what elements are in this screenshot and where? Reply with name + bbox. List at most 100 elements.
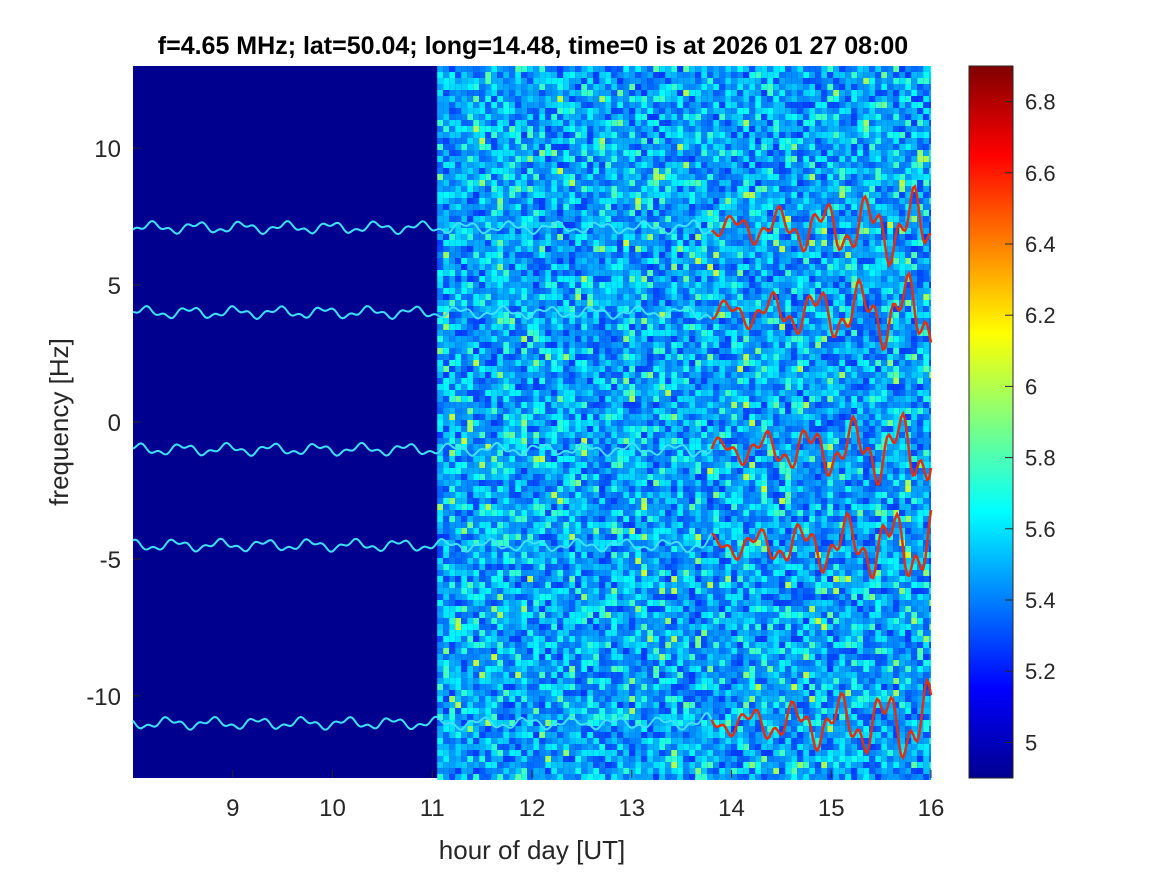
heatmap-cell <box>545 162 552 168</box>
heatmap-cell <box>461 198 468 204</box>
heatmap-cell <box>653 300 660 306</box>
heatmap-cell <box>467 588 474 594</box>
heatmap-cell <box>593 540 600 546</box>
heatmap-cell <box>533 588 540 594</box>
heatmap-cell <box>617 444 624 450</box>
heatmap-cell <box>659 360 666 366</box>
heatmap-cell <box>515 660 522 666</box>
heatmap-cell <box>635 72 642 78</box>
heatmap-cell <box>479 246 486 252</box>
heatmap-cell <box>557 420 564 426</box>
heatmap-cell <box>599 666 606 672</box>
heatmap-cell <box>491 732 498 738</box>
heatmap-cell <box>593 84 600 90</box>
heatmap-cell <box>575 498 582 504</box>
heatmap-cell <box>623 258 630 264</box>
heatmap-cell <box>575 216 582 222</box>
heatmap-cell <box>677 258 684 264</box>
heatmap-cell <box>659 288 666 294</box>
heatmap-cell <box>437 372 444 378</box>
heatmap-cell <box>635 738 642 744</box>
heatmap-cell <box>533 456 540 462</box>
heatmap-cell <box>647 618 654 624</box>
heatmap-cell <box>671 450 678 456</box>
heatmap-cell <box>557 300 564 306</box>
heatmap-cell <box>581 288 588 294</box>
heatmap-cell <box>563 138 570 144</box>
heatmap-cell <box>569 600 576 606</box>
heatmap-cell <box>515 744 522 750</box>
heatmap-cell <box>611 564 618 570</box>
heatmap-cell <box>551 288 558 294</box>
heatmap-cell <box>491 654 498 660</box>
heatmap-cell <box>455 630 462 636</box>
heatmap-cell <box>653 444 660 450</box>
heatmap-cell <box>473 276 480 282</box>
heatmap-cell <box>587 696 594 702</box>
heatmap-cell <box>443 528 450 534</box>
heatmap-cell <box>623 666 630 672</box>
heatmap-cell <box>677 642 684 648</box>
heatmap-cell <box>521 234 528 240</box>
heatmap-cell <box>515 186 522 192</box>
heatmap-cell <box>587 492 594 498</box>
heatmap-cell <box>659 456 666 462</box>
heatmap-cell <box>467 540 474 546</box>
heatmap-cell <box>467 636 474 642</box>
heatmap-cell <box>521 150 528 156</box>
heatmap-cell <box>485 528 492 534</box>
heatmap-cell <box>503 732 510 738</box>
heatmap-cell <box>575 450 582 456</box>
heatmap-cell <box>521 312 528 318</box>
heatmap-cell <box>593 114 600 120</box>
heatmap-cell <box>605 744 612 750</box>
heatmap-cell <box>545 348 552 354</box>
heatmap-cell <box>527 546 534 552</box>
heatmap-cell <box>575 426 582 432</box>
heatmap-cell <box>611 372 618 378</box>
heatmap-cell <box>509 648 516 654</box>
heatmap-cell <box>665 564 672 570</box>
heatmap-cell <box>527 510 534 516</box>
heatmap-cell <box>455 396 462 402</box>
heatmap-cell <box>581 162 588 168</box>
heatmap-cell <box>539 258 546 264</box>
heatmap-cell <box>551 528 558 534</box>
heatmap-cell <box>641 396 648 402</box>
heatmap-cell <box>635 324 642 330</box>
heatmap-cell <box>635 246 642 252</box>
heatmap-cell <box>515 360 522 366</box>
heatmap-cell <box>491 96 498 102</box>
heatmap-cell <box>563 678 570 684</box>
heatmap-cell <box>647 522 654 528</box>
heatmap-cell <box>575 432 582 438</box>
heatmap-cell <box>557 144 564 150</box>
heatmap-cell <box>437 588 444 594</box>
heatmap-cell <box>521 666 528 672</box>
heatmap-cell <box>605 246 612 252</box>
heatmap-cell <box>461 372 468 378</box>
heatmap-cell <box>623 288 630 294</box>
heatmap-cell <box>599 456 606 462</box>
heatmap-cell <box>599 636 606 642</box>
heatmap-cell <box>491 486 498 492</box>
heatmap-cell <box>521 744 528 750</box>
heatmap-cell <box>515 282 522 288</box>
heatmap-cell <box>533 438 540 444</box>
heatmap-cell <box>605 582 612 588</box>
heatmap-cell <box>635 420 642 426</box>
heatmap-cell <box>617 162 624 168</box>
heatmap-cell <box>527 684 534 690</box>
heatmap-cell <box>653 348 660 354</box>
heatmap-cell <box>605 408 612 414</box>
heatmap-cell <box>437 144 444 150</box>
heatmap-cell <box>461 210 468 216</box>
heatmap-cell <box>563 744 570 750</box>
heatmap-cell <box>617 330 624 336</box>
heatmap-cell <box>551 570 558 576</box>
heatmap-cell <box>527 66 534 72</box>
heatmap-cell <box>443 294 450 300</box>
heatmap-cell <box>629 510 636 516</box>
heatmap-cell <box>485 666 492 672</box>
heatmap-cell <box>503 642 510 648</box>
